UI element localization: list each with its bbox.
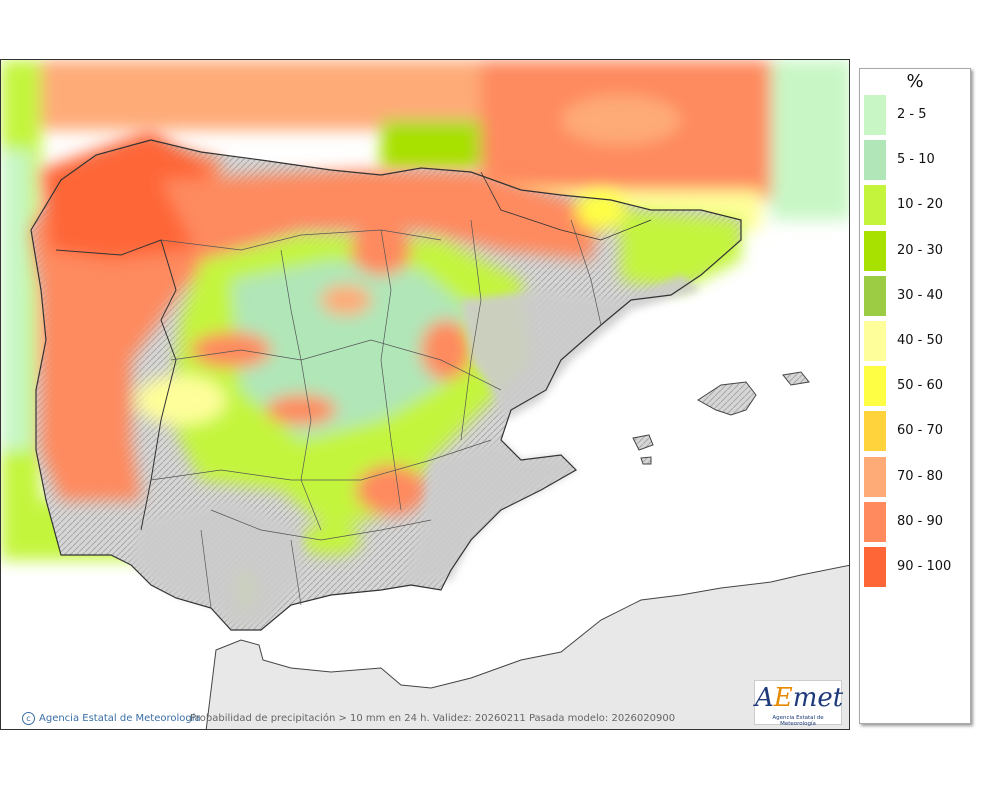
legend-item: 30 - 40: [864, 275, 968, 316]
region-borders: [150, 219, 602, 609]
map-caption: Probabilidad de precipitación > 10 mm en…: [190, 713, 676, 724]
legend-swatch: [864, 411, 886, 452]
legend-label: 40 - 50: [897, 333, 944, 348]
legend: % 2 - 5 5 - 10 10 - 20 20 - 30 30 - 40 40 - 5…: [859, 68, 971, 724]
legend-item: 90 - 100: [864, 547, 968, 587]
copyright-icon: c: [22, 712, 35, 725]
map-canvas: [1, 60, 849, 729]
legend-label: 90 - 100: [897, 559, 952, 574]
legend-item: 70 - 80: [864, 456, 968, 497]
legend-label: 70 - 80: [897, 468, 944, 484]
legend-item: 20 - 30: [864, 230, 968, 271]
sea-probability-fields: [1, 60, 849, 560]
legend-label: 60 - 70: [897, 423, 944, 439]
legend-label: 50 - 60: [897, 378, 944, 394]
aemet-logo: AEmet Agencia Estatal de Meteorología: [754, 680, 844, 727]
legend-swatch: [864, 230, 886, 271]
legend-item: 40 - 50: [864, 321, 968, 361]
legend-swatch: [864, 456, 886, 497]
low-probability-relief: [131, 275, 701, 625]
legend-item: 2 - 5: [864, 95, 968, 135]
legend-label: 20 - 30: [897, 242, 944, 258]
land-probability-fields: [31, 130, 741, 612]
north-africa-land: [205, 564, 849, 729]
legend-swatch: [864, 95, 886, 135]
legend-swatch: [864, 185, 886, 226]
legend-label: 2 - 5: [897, 107, 927, 122]
legend-item: 10 - 20: [864, 185, 968, 226]
legend-item: 50 - 60: [864, 366, 968, 407]
legend-swatch: [864, 501, 886, 542]
balearic-islands: [632, 371, 810, 465]
legend-item: 80 - 90: [864, 501, 968, 542]
legend-item: 5 - 10: [864, 140, 968, 181]
probability-map: [0, 59, 850, 730]
legend-swatch: [864, 140, 886, 181]
aemet-logo-mark: AEmet: [755, 683, 844, 713]
legend-swatch: [864, 366, 886, 407]
agency-credit-text: Agencia Estatal de Meteorología: [39, 713, 201, 724]
legend-label: 30 - 40: [897, 287, 944, 303]
legend-label: 80 - 90: [897, 513, 944, 529]
boundaries: [30, 139, 742, 631]
legend-swatch: [864, 275, 886, 316]
legend-item: 60 - 70: [864, 411, 968, 452]
agency-credit: c Agencia Estatal de Meteorología: [22, 712, 201, 725]
legend-title: %: [906, 71, 924, 92]
legend-swatch: [864, 547, 886, 587]
legend-label: 10 - 20: [897, 197, 944, 213]
legend-swatch: [864, 321, 886, 361]
legend-label: 5 - 10: [897, 152, 935, 168]
aemet-logo-subtitle: Agencia Estatal de Meteorología: [772, 715, 824, 727]
